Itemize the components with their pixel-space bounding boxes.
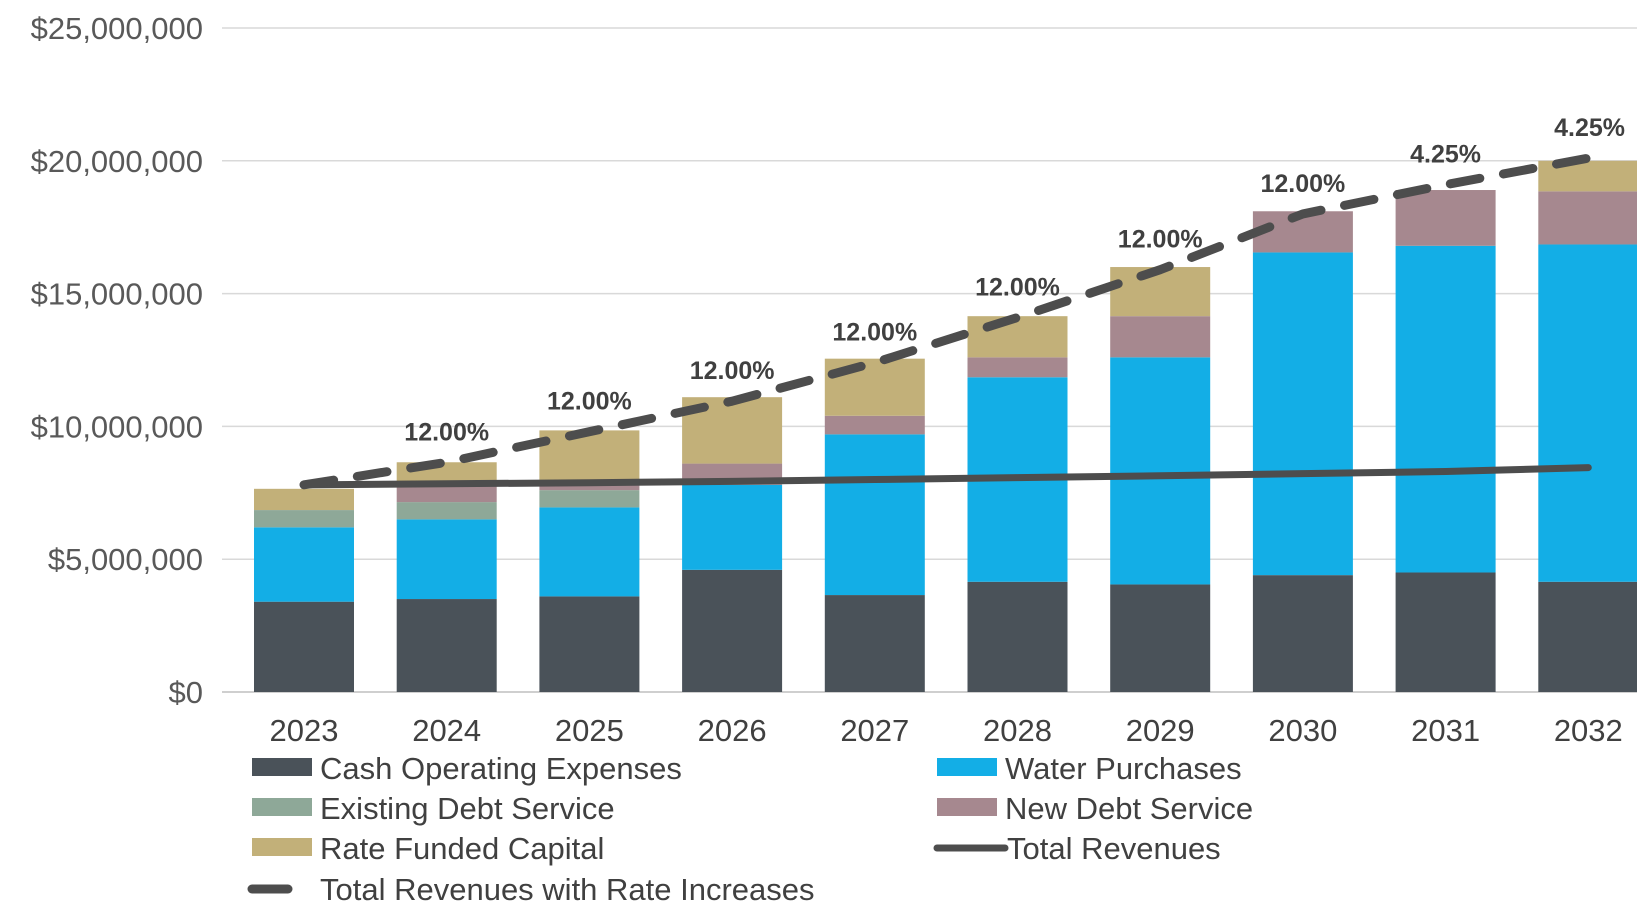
bar-rate-funded-capital-2028 — [967, 316, 1068, 358]
bar-rate-funded-capital-2027 — [824, 358, 925, 416]
bar-cash-operating-expenses-2023 — [254, 601, 354, 692]
bar-cash-operating-expenses-2027 — [824, 595, 925, 692]
x-tick-label: 2028 — [983, 713, 1052, 748]
x-tick-label: 2032 — [1554, 713, 1623, 748]
bar-new-debt-service-2032 — [1538, 191, 1637, 245]
bar-rate-funded-capital-2023 — [254, 488, 354, 511]
legend-label: Total Revenues with Rate Increases — [320, 872, 815, 905]
legend-label: Total Revenues — [1007, 831, 1221, 866]
bar-water-purchases-2023 — [254, 527, 354, 602]
bar-rate-funded-capital-2029 — [1110, 267, 1211, 317]
bar-water-purchases-2030 — [1252, 252, 1353, 576]
legend: Cash Operating Expenses Water Purchases Ex… — [247, 751, 1253, 905]
bar-new-debt-service-2028 — [967, 357, 1068, 378]
y-tick-label: $15,000,000 — [31, 277, 203, 312]
bar-water-purchases-2026 — [682, 484, 783, 570]
rate-increase-label: 12.00% — [975, 274, 1060, 302]
rate-increase-label: 12.00% — [690, 357, 775, 385]
legend-item-total-revenues-with-rate-increases: Total Revenues with Rate Increases — [247, 872, 815, 905]
rate-increase-label: 4.25% — [1554, 114, 1625, 142]
bar-water-purchases-2024 — [396, 519, 497, 600]
legend-item-rate-funded-capital: Rate Funded Capital — [252, 831, 604, 866]
legend-swatch — [252, 758, 312, 776]
legend-swatch — [252, 838, 312, 856]
bar-new-debt-service-2031 — [1395, 190, 1496, 246]
bar-stack-2028 — [967, 316, 1068, 692]
rate-increase-label: 12.00% — [832, 319, 917, 347]
line-total-revenues — [300, 464, 1592, 489]
bar-stack-2023 — [254, 488, 354, 692]
rate-increase-label: 12.00% — [404, 418, 489, 446]
bar-stack-2029 — [1110, 267, 1211, 692]
bar-stack-2024 — [396, 462, 497, 692]
bar-existing-debt-service-2023 — [254, 510, 354, 528]
bar-cash-operating-expenses-2032 — [1538, 581, 1637, 692]
legend-label: Water Purchases — [1005, 751, 1242, 786]
x-tick-label: 2026 — [698, 713, 767, 748]
rate-increase-label: 12.00% — [1118, 226, 1203, 254]
bar-stack-2026 — [682, 397, 783, 692]
line-total-revenues-with-rate-increases — [299, 153, 1593, 490]
bar-stack-2030 — [1252, 211, 1353, 692]
bar-stack-2032 — [1538, 160, 1637, 692]
legend-label: Rate Funded Capital — [320, 831, 604, 866]
bar-new-debt-service-2029 — [1110, 316, 1211, 358]
bar-rate-funded-capital-2025 — [539, 430, 640, 485]
legend-swatch — [937, 798, 997, 816]
y-axis-ticks: $0 $5,000,000 $10,000,000 $15,000,000 $20,00… — [31, 11, 203, 710]
legend-item-new-debt-service: New Debt Service — [937, 791, 1253, 826]
legend-item-cash-operating-expenses: Cash Operating Expenses — [252, 751, 682, 786]
y-tick-label: $5,000,000 — [48, 542, 203, 577]
bar-water-purchases-2031 — [1395, 245, 1496, 573]
y-tick-label: $20,000,000 — [31, 144, 203, 179]
bar-stack-2025 — [539, 430, 640, 692]
bar-new-debt-service-2024 — [396, 484, 497, 503]
legend-label: Existing Debt Service — [320, 791, 615, 826]
series-lines — [299, 153, 1593, 490]
bar-cash-operating-expenses-2024 — [396, 599, 497, 692]
x-tick-label: 2025 — [555, 713, 624, 748]
bar-cash-operating-expenses-2030 — [1252, 575, 1353, 692]
rate-increase-label: 12.00% — [1261, 170, 1346, 198]
bar-existing-debt-service-2025 — [539, 490, 640, 508]
bar-cash-operating-expenses-2031 — [1395, 572, 1496, 692]
legend-item-total-revenues: Total Revenues — [933, 831, 1221, 866]
bar-new-debt-service-2027 — [824, 415, 925, 435]
x-tick-label: 2027 — [840, 713, 909, 748]
y-tick-label: $0 — [169, 675, 203, 710]
bar-water-purchases-2032 — [1538, 244, 1637, 582]
y-tick-label: $10,000,000 — [31, 409, 203, 444]
bar-water-purchases-2025 — [539, 507, 640, 597]
legend-label: Cash Operating Expenses — [320, 751, 682, 786]
x-axis-ticks: 2023 2024 2025 2026 2027 2028 2029 2030 2031 2032 — [270, 713, 1623, 748]
x-tick-label: 2029 — [1126, 713, 1195, 748]
bar-cash-operating-expenses-2028 — [967, 581, 1068, 692]
bar-stack-2031 — [1395, 190, 1496, 692]
bar-existing-debt-service-2024 — [396, 502, 497, 520]
bar-stacks — [254, 160, 1637, 692]
bar-water-purchases-2027 — [824, 434, 925, 596]
legend-item-existing-debt-service: Existing Debt Service — [252, 791, 615, 826]
bar-stack-2027 — [824, 358, 925, 692]
legend-swatch — [937, 758, 997, 776]
x-tick-label: 2023 — [270, 713, 339, 748]
rate-increase-label: 12.00% — [547, 388, 632, 416]
bar-cash-operating-expenses-2029 — [1110, 584, 1211, 692]
legend-item-water-purchases: Water Purchases — [937, 751, 1242, 786]
bar-new-debt-service-2025 — [539, 484, 640, 491]
bar-cash-operating-expenses-2026 — [682, 569, 783, 692]
x-tick-label: 2024 — [412, 713, 481, 748]
x-tick-label: 2030 — [1268, 713, 1337, 748]
bar-water-purchases-2029 — [1110, 357, 1211, 585]
legend-swatch — [252, 798, 312, 816]
y-tick-label: $25,000,000 — [31, 11, 203, 46]
bar-cash-operating-expenses-2025 — [539, 596, 640, 692]
legend-label: New Debt Service — [1005, 791, 1253, 826]
rate-increase-labels: 12.00% 12.00% 12.00% 12.00% 12.00% 12.00% 12.0… — [404, 114, 1625, 446]
x-tick-label: 2031 — [1411, 713, 1480, 748]
rate-increase-label: 4.25% — [1410, 141, 1481, 169]
